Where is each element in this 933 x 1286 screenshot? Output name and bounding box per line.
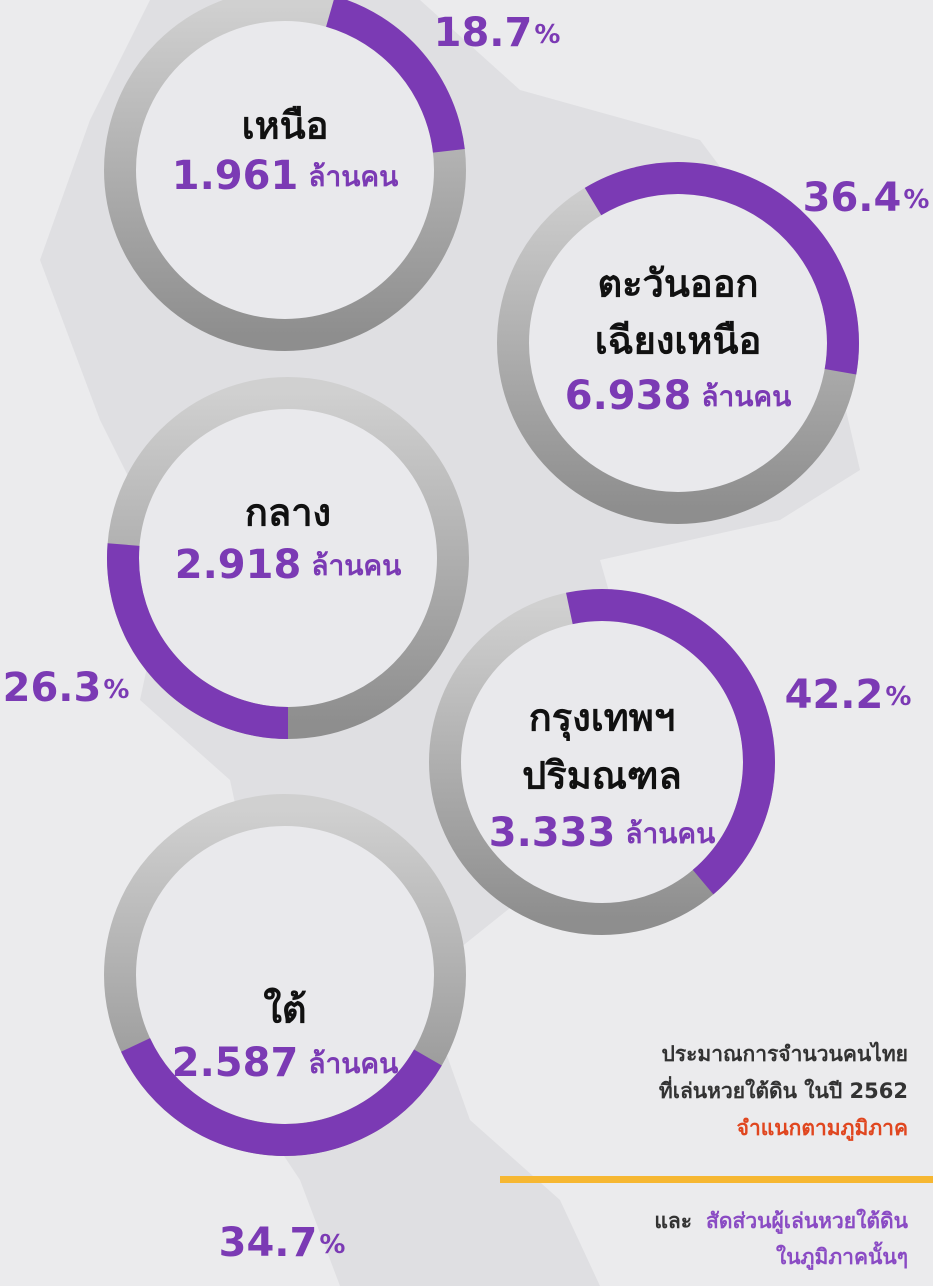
caption-note-text: สัดส่วนผู้เล่นหวยใต้ดิน: [706, 1208, 909, 1235]
caption-line: ประมาณการจำนวนคนไทย: [661, 1041, 908, 1066]
region-value: 2.918 ล้านคน: [175, 542, 401, 588]
percent-number: 18.7: [434, 10, 533, 56]
caption-and: และ: [654, 1209, 692, 1233]
percent-unit: %: [103, 675, 129, 705]
donut-arc: [566, 589, 775, 895]
value-number: 2.918: [175, 542, 302, 588]
percent-unit: %: [319, 1230, 345, 1260]
region-name: ปริมณฑล: [522, 754, 682, 798]
region-name: กรุงเทพฯ: [529, 696, 675, 742]
value-number: 6.938: [565, 373, 692, 419]
donut-arc: [325, 0, 465, 153]
region-value: 6.938 ล้านคน: [565, 373, 791, 419]
divider: [500, 1176, 933, 1183]
percent-label: 18.7%: [434, 10, 561, 56]
percent-number: 26.3: [3, 665, 102, 711]
value-number: 1.961: [172, 153, 299, 199]
region-value: 2.587 ล้านคน: [172, 1040, 398, 1086]
region-name: ใต้: [263, 988, 306, 1032]
donut-arc: [584, 162, 859, 375]
percent-label: 42.2%: [785, 672, 912, 718]
caption-line: ที่เล่นหวยใต้ดิน ในปี 2562: [659, 1075, 908, 1103]
caption-highlight: จำแนกตามภูมิภาค: [737, 1116, 908, 1142]
percent-label: 34.7%: [219, 1220, 346, 1266]
value-number: 2.587: [172, 1040, 299, 1086]
percent-label: 26.3%: [3, 665, 130, 711]
region-value: 1.961 ล้านคน: [172, 153, 398, 199]
percent-label: 36.4%: [803, 175, 930, 221]
percent-number: 36.4: [803, 175, 902, 221]
value-unit: ล้านคน: [701, 380, 791, 413]
value-unit: ล้านคน: [308, 1047, 398, 1080]
value-unit: ล้านคน: [311, 549, 401, 582]
caption-note: และ สัดส่วนผู้เล่นหวยใต้ดิน: [654, 1208, 908, 1235]
percent-number: 42.2: [785, 672, 884, 718]
value-unit: ล้านคน: [625, 817, 715, 850]
region-name: เฉียงเหนือ: [595, 319, 762, 363]
percent-number: 34.7: [219, 1220, 318, 1266]
caption-note: ในภูมิภาคนั้นๆ: [776, 1241, 908, 1271]
percent-unit: %: [885, 682, 911, 712]
percent-unit: %: [903, 185, 929, 215]
region-value: 3.333 ล้านคน: [489, 810, 715, 856]
value-number: 3.333: [489, 810, 616, 856]
region-name: ตะวันออก: [597, 262, 758, 306]
region-name: เหนือ: [242, 104, 329, 148]
value-unit: ล้านคน: [308, 160, 398, 193]
donut-track: [104, 0, 466, 351]
donut-arc: [107, 543, 289, 739]
percent-unit: %: [534, 20, 560, 50]
region-name: กลาง: [245, 491, 331, 535]
donut-arc: [121, 1038, 442, 1156]
